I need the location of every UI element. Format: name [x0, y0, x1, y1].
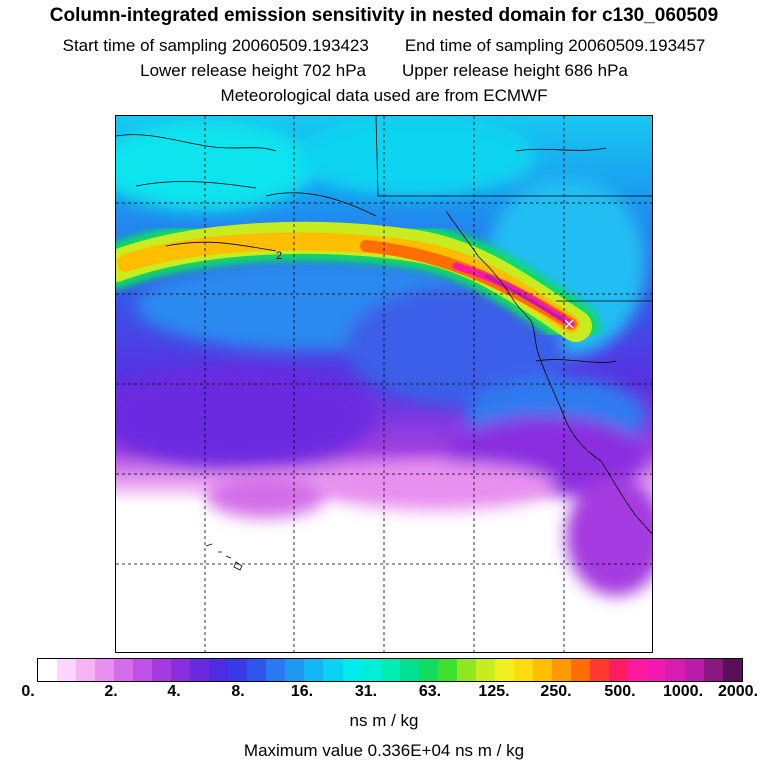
- colorbar-tick-label: 1000.: [662, 683, 704, 700]
- colorbar-segment: [266, 659, 286, 681]
- start-time: Start time of sampling 20060509.193423: [62, 36, 369, 55]
- colorbar-segment: [570, 659, 590, 681]
- colorbar-segment: [342, 659, 362, 681]
- sampling-times: Start time of sampling 20060509.193423 En…: [0, 36, 768, 56]
- colorbar-segment: [76, 659, 96, 681]
- colorbar-segment: [647, 659, 667, 681]
- upper-release-height: Upper release height 686 hPa: [402, 61, 628, 80]
- sensitivity-patches: [116, 116, 652, 596]
- colorbar-tick-label: 2000.: [717, 683, 759, 700]
- maximum-value: Maximum value 0.336E+04 ns m / kg: [243, 741, 525, 760]
- plot-title: Column-integrated emission sensitivity i…: [49, 5, 719, 26]
- colorbar-tick-label: 250.: [540, 683, 572, 700]
- colorbar-segment: [228, 659, 248, 681]
- colorbar-tick-label: 500.: [604, 683, 636, 700]
- colorbar-segment: [152, 659, 172, 681]
- colorbar-segment: [494, 659, 514, 681]
- colorbar-segment: [209, 659, 229, 681]
- colorbar-tick-label: 125.: [478, 683, 510, 700]
- contour-label: 2: [276, 250, 282, 262]
- colorbar-segment: [532, 659, 552, 681]
- colorbar-segment: [361, 659, 381, 681]
- colorbar-segment: [627, 659, 647, 681]
- colorbar-segment: [723, 659, 743, 681]
- colorbar-segment: [304, 659, 324, 681]
- colorbar-segment: [171, 659, 191, 681]
- emission-sensitivity-map: 2: [115, 115, 653, 653]
- coastlines: [116, 116, 652, 571]
- colorbar-unit: ns m / kg: [349, 711, 419, 730]
- colorbar-segment: [57, 659, 77, 681]
- colorbar-segment: [323, 659, 343, 681]
- colorbar-segment: [285, 659, 305, 681]
- colorbar-tick-label: 63.: [418, 683, 442, 700]
- colorbar-segment: [437, 659, 457, 681]
- map-svg: 2: [116, 116, 652, 652]
- colorbar-tick-label: 16.: [290, 683, 314, 700]
- colorbar-segment: [475, 659, 495, 681]
- colorbar-segment: [38, 659, 58, 681]
- lower-release-height: Lower release height 702 hPa: [140, 61, 366, 80]
- colorbar-segment: [551, 659, 571, 681]
- colorbar: [37, 658, 743, 682]
- colorbar-tick-label: 8.: [231, 683, 245, 700]
- colorbar-segment: [685, 659, 705, 681]
- colorbar-tick-label: 2.: [104, 683, 118, 700]
- release-heights: Lower release height 702 hPa Upper releas…: [0, 61, 768, 81]
- colorbar-segment: [513, 659, 533, 681]
- colorbar-segment: [666, 659, 686, 681]
- colorbar-segment: [190, 659, 210, 681]
- colorbar-tick-label: 0.: [21, 683, 35, 700]
- colorbar-tick-label: 4.: [167, 683, 181, 700]
- colorbar-segment: [114, 659, 134, 681]
- colorbar-segment: [133, 659, 153, 681]
- colorbar-segment: [399, 659, 419, 681]
- colorbar-segment: [380, 659, 400, 681]
- colorbar-segment: [704, 659, 724, 681]
- colorbar-segment: [608, 659, 628, 681]
- colorbar-tick-label: 31.: [354, 683, 378, 700]
- met-data-note: Meteorological data used are from ECMWF: [220, 86, 548, 105]
- colorbar-segment: [418, 659, 438, 681]
- receptor-marker: [564, 319, 574, 329]
- end-time: End time of sampling 20060509.193457: [404, 36, 706, 55]
- colorbar-segment: [456, 659, 476, 681]
- colorbar-segment: [247, 659, 267, 681]
- colorbar-segment: [95, 659, 115, 681]
- colorbar-segment: [589, 659, 609, 681]
